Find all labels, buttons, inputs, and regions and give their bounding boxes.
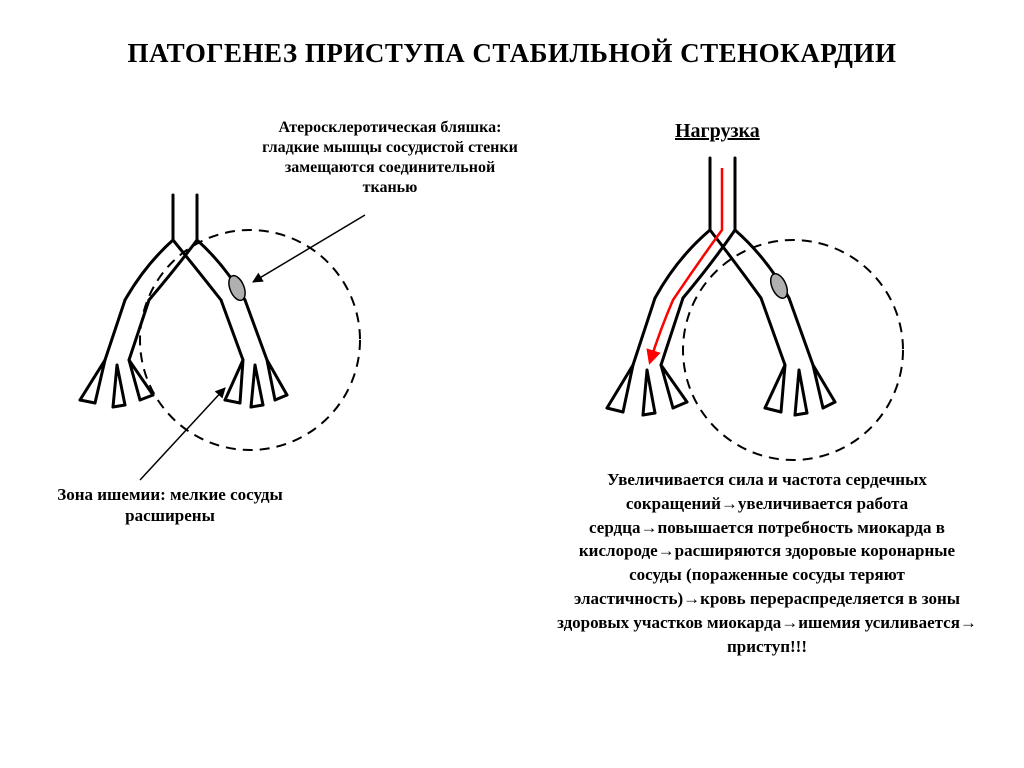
right-vessel-diagram [555, 150, 915, 470]
page-title: ПАТОГЕНЕЗ ПРИСТУПА СТАБИЛЬНОЙ СТЕНОКАРДИ… [0, 38, 1024, 69]
ischemia-label: Зона ишемии: мелкие сосуды расширены [30, 484, 310, 527]
ischemia-zone-circle-right [683, 240, 903, 460]
load-label: Нагрузка [675, 120, 760, 143]
plaque-arrow [235, 210, 395, 310]
ischemia-arrow [130, 380, 250, 490]
pathogenesis-text: Увеличивается сила и частота сердечных с… [552, 468, 982, 658]
